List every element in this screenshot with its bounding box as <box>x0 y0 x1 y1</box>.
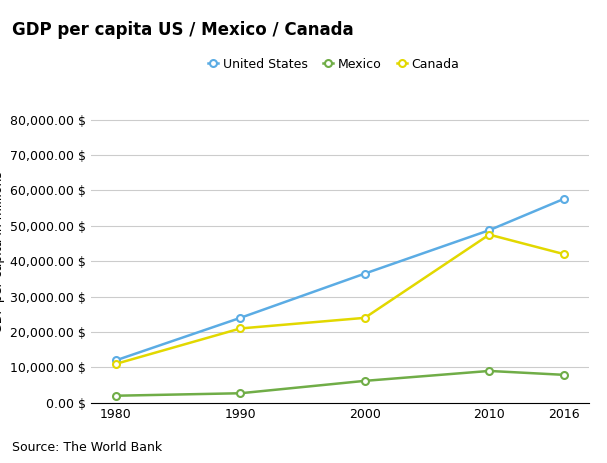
Canada <box>112 361 120 367</box>
Canada <box>486 232 493 238</box>
Text: GDP per capita US / Mexico / Canada: GDP per capita US / Mexico / Canada <box>12 21 354 39</box>
Line: United States: United States <box>112 195 568 364</box>
Canada <box>361 315 368 320</box>
Canada <box>560 251 568 257</box>
Text: Source: The World Bank: Source: The World Bank <box>12 441 162 454</box>
United States <box>560 196 568 202</box>
Mexico <box>112 393 120 399</box>
Mexico <box>361 378 368 384</box>
Line: Canada: Canada <box>112 231 568 367</box>
Mexico <box>237 390 244 396</box>
United States <box>237 315 244 320</box>
Line: Mexico: Mexico <box>112 368 568 399</box>
United States <box>112 357 120 363</box>
Canada <box>237 325 244 331</box>
Legend: United States, Mexico, Canada: United States, Mexico, Canada <box>203 52 464 75</box>
Y-axis label: GDP per capita in millions: GDP per capita in millions <box>0 171 5 333</box>
United States <box>486 227 493 233</box>
Mexico <box>560 372 568 378</box>
United States <box>361 271 368 276</box>
Mexico <box>486 368 493 374</box>
